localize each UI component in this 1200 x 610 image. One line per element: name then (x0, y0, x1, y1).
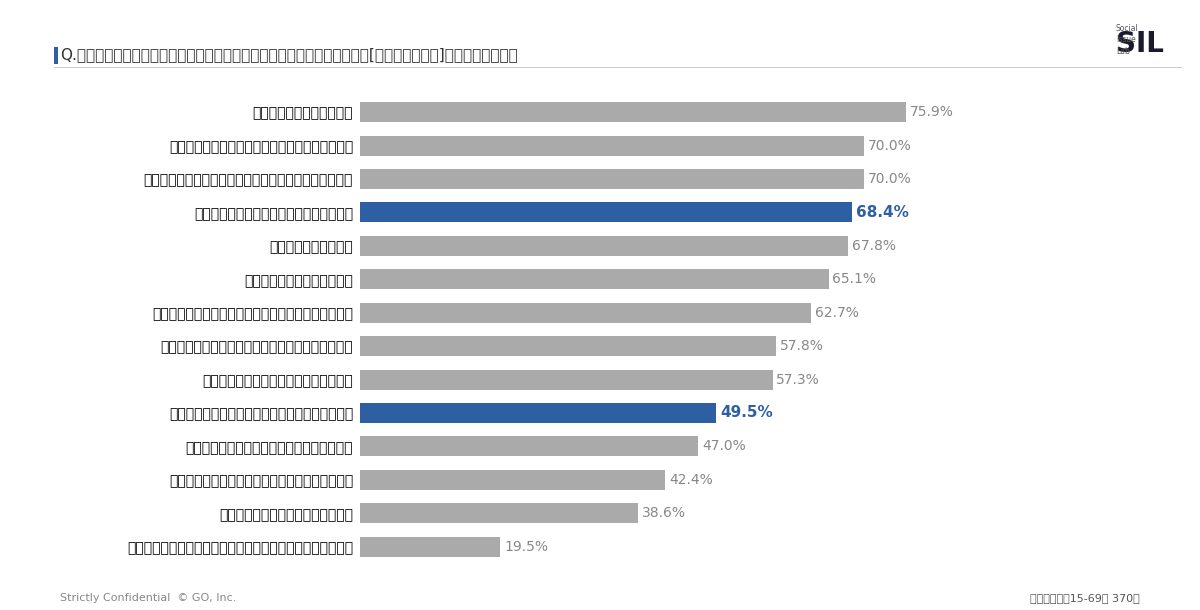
Text: SIL: SIL (1116, 30, 1164, 59)
Bar (360, 169, 864, 189)
Bar (360, 470, 665, 490)
Text: 49.5%: 49.5% (720, 406, 773, 420)
Bar (360, 269, 829, 289)
Text: 67.8%: 67.8% (852, 239, 895, 253)
Bar (360, 303, 811, 323)
Text: 70.0%: 70.0% (868, 138, 911, 152)
Bar (360, 537, 500, 557)
Text: 62.7%: 62.7% (815, 306, 859, 320)
Bar (360, 503, 638, 523)
Text: 被害者：男女15-69歳 370人: 被害者：男女15-69歳 370人 (1031, 593, 1140, 603)
Bar (360, 370, 773, 390)
Bar (360, 336, 776, 356)
Text: 57.8%: 57.8% (780, 339, 823, 353)
Text: 75.9%: 75.9% (910, 105, 954, 119)
Text: Q.誹謗中傷の言葉を見聞きしたとき、以下のようなことを思いましたか。[あてはまる・計]（被害者ベース）: Q.誹謗中傷の言葉を見聞きしたとき、以下のようなことを思いましたか。[あてはまる… (60, 48, 517, 62)
Bar (360, 135, 864, 156)
Text: 47.0%: 47.0% (702, 439, 745, 453)
Bar (360, 236, 848, 256)
Bar (360, 436, 698, 456)
Text: Strictly Confidential  © GO, Inc.: Strictly Confidential © GO, Inc. (60, 593, 236, 603)
Text: 57.3%: 57.3% (776, 373, 820, 387)
Text: 42.4%: 42.4% (668, 473, 713, 487)
Bar (360, 403, 716, 423)
Text: 65.1%: 65.1% (833, 272, 876, 286)
Text: 19.5%: 19.5% (504, 540, 548, 554)
Bar (360, 102, 906, 122)
Text: 38.6%: 38.6% (642, 506, 685, 520)
Text: 68.4%: 68.4% (856, 205, 908, 220)
Text: Social
Issue
Lab: Social Issue Lab (1116, 24, 1139, 56)
Text: 70.0%: 70.0% (868, 172, 911, 186)
Bar (360, 203, 852, 223)
